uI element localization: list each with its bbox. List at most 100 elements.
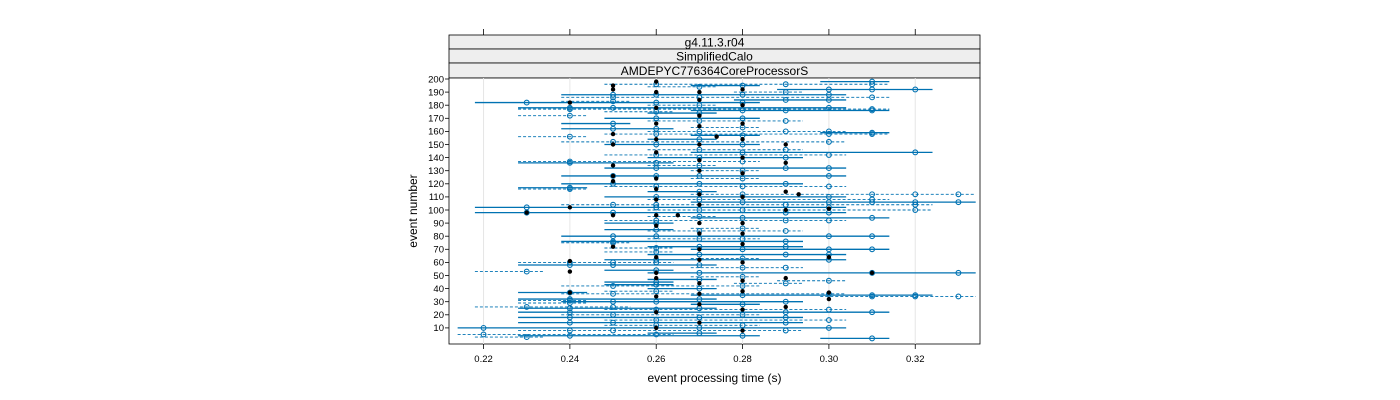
data-point — [825, 152, 832, 158]
data-point — [696, 83, 703, 90]
y-tick-label: 90 — [433, 218, 444, 229]
data-point — [566, 158, 573, 165]
median-point — [697, 192, 702, 197]
x-axis-title: event processing time (s) — [647, 371, 781, 385]
median-point — [740, 260, 745, 265]
median-point — [697, 302, 702, 307]
median-point — [697, 158, 702, 163]
data-point — [825, 217, 832, 224]
data-point — [912, 292, 919, 299]
median-point — [610, 178, 616, 184]
data-point — [739, 283, 746, 289]
top-tick-marks — [483, 29, 916, 35]
data-point — [696, 235, 703, 242]
median-point — [740, 194, 745, 200]
data-point — [653, 159, 660, 166]
median-point — [697, 281, 702, 286]
data-point — [696, 207, 703, 213]
data-point — [782, 264, 789, 271]
median-point — [610, 163, 616, 168]
median-point — [796, 192, 801, 197]
data-point — [782, 180, 789, 187]
data-point — [566, 300, 573, 306]
data-point — [696, 162, 703, 169]
median-point — [697, 220, 702, 226]
data-point — [869, 309, 876, 316]
data-point — [653, 245, 660, 251]
y-tick-label: 120 — [428, 179, 444, 190]
median-point — [740, 103, 745, 108]
data-point — [739, 322, 746, 329]
median-point — [567, 100, 573, 105]
data-point — [610, 311, 616, 318]
data-point — [653, 201, 660, 208]
median-point — [675, 213, 681, 218]
median-point — [740, 289, 745, 294]
data-point — [782, 201, 789, 208]
median-point — [826, 206, 832, 211]
data-point — [869, 214, 876, 221]
data-point — [610, 201, 616, 208]
data-point — [610, 327, 616, 334]
data-point — [696, 117, 703, 124]
data-point — [696, 172, 703, 179]
strip-2-label: SimplifiedCalo — [676, 50, 753, 64]
data-point — [610, 91, 616, 98]
data-point — [696, 324, 703, 331]
data-point — [739, 225, 746, 232]
median-point — [654, 270, 659, 276]
x-tick-label: 0.24 — [561, 354, 580, 365]
median-point — [654, 150, 659, 155]
data-point — [782, 81, 789, 88]
data-point — [653, 288, 660, 295]
data-point — [782, 97, 789, 103]
x-tick-label: 0.30 — [820, 354, 839, 365]
data-point — [825, 183, 832, 190]
data-point — [825, 233, 832, 240]
data-point — [610, 94, 616, 101]
data-point — [610, 120, 616, 127]
data-point — [610, 262, 616, 268]
data-point — [825, 165, 832, 172]
median-point — [654, 176, 659, 181]
data-point — [480, 324, 487, 331]
median-point — [697, 257, 702, 262]
data-point — [523, 268, 530, 275]
strip-2: SimplifiedCalo — [448, 48, 981, 64]
data-point — [869, 335, 876, 342]
data-point — [566, 133, 573, 140]
data-point — [825, 138, 832, 145]
data-point — [825, 246, 832, 253]
median-point — [697, 202, 702, 207]
median-point — [783, 207, 788, 213]
data-point — [869, 246, 876, 253]
data-point — [696, 262, 703, 268]
data-point — [610, 233, 616, 240]
data-point — [955, 199, 962, 206]
y-tick-label: 110 — [429, 192, 444, 203]
median-point — [783, 275, 788, 281]
data-point — [696, 213, 703, 220]
median-point — [654, 89, 659, 95]
data-point — [912, 86, 919, 93]
data-point — [955, 269, 962, 276]
data-point — [653, 331, 660, 338]
data-point — [566, 104, 573, 111]
data-point — [912, 199, 919, 206]
data-point — [566, 112, 573, 119]
data-point — [782, 217, 789, 224]
strip-1: g4.11.3.r04 — [448, 34, 981, 50]
data-point — [869, 78, 876, 85]
data-point — [610, 104, 616, 111]
data-point — [825, 277, 832, 284]
y-axis-title: event number — [406, 174, 420, 247]
data-point — [653, 125, 660, 132]
data-point — [782, 89, 789, 96]
x-tick-label: 0.26 — [647, 354, 666, 365]
median-point — [740, 220, 745, 226]
data-point — [739, 332, 746, 339]
median-point — [697, 231, 702, 236]
median-point — [610, 87, 616, 92]
y-axis: 10 20 30 40 50 60 70 80 90 100 110 120 130 140 150 160 1… — [428, 74, 449, 334]
data-point — [869, 269, 876, 276]
